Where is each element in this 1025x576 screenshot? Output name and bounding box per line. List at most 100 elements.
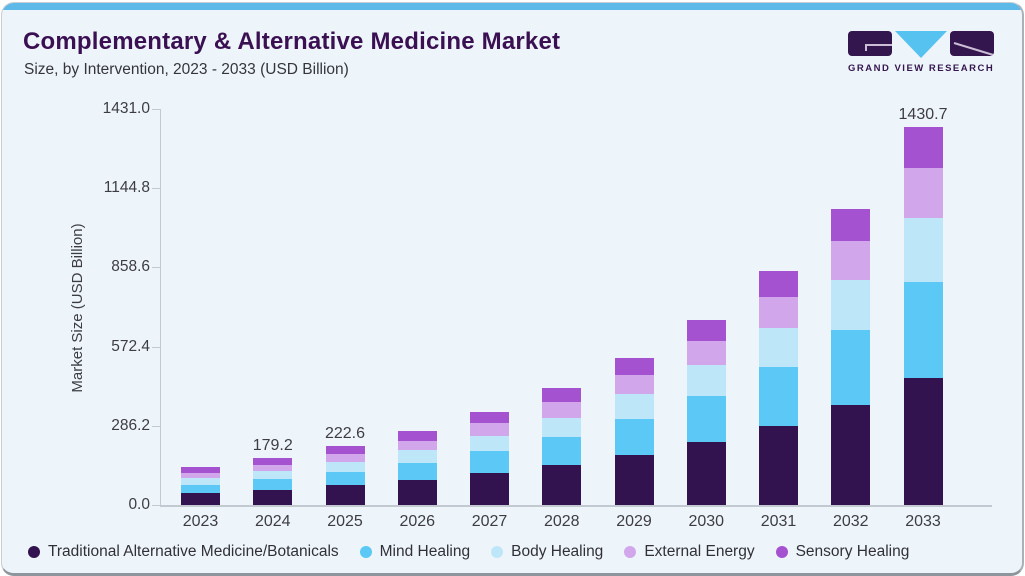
bar-2028-segment-sensory-healing — [542, 388, 582, 403]
y-tick-mark — [152, 109, 160, 110]
bar-2024-segment-external-energy — [253, 464, 293, 472]
legend-dot-body-healing-icon — [491, 546, 504, 558]
bar-2024-segment-sensory-healing — [253, 457, 293, 465]
bar-2032-segment-sensory-healing — [831, 209, 871, 242]
bar-2025-segment-mind-healing — [325, 471, 365, 486]
legend-label: Body Healing — [511, 543, 604, 560]
bar-2032-segment-body-healing — [831, 279, 871, 331]
bar-2028-segment-mind-healing — [542, 437, 582, 466]
bar-2033-segment-body-healing — [903, 217, 943, 282]
bar-2026-segment-traditional-alternative-medicine-botanicals — [397, 479, 437, 505]
y-tick-mark — [152, 505, 160, 506]
legend-label: Sensory Healing — [795, 543, 910, 560]
y-axis-line — [160, 109, 161, 505]
bar-2032-segment-traditional-alternative-medicine-botanicals — [831, 405, 871, 505]
legend-label: Mind Healing — [379, 543, 471, 560]
bar-2026-segment-body-healing — [397, 450, 437, 463]
bar-2030-segment-traditional-alternative-medicine-botanicals — [686, 442, 726, 505]
legend-dot-traditional-alternative-medicine-botanicals-icon — [28, 546, 40, 558]
legend-dot-sensory-healing-icon — [775, 546, 788, 558]
bar-2032-segment-external-energy — [831, 241, 871, 280]
logo-glyphs — [848, 31, 994, 58]
y-tick-mark — [152, 267, 160, 269]
bar-2033-segment-mind-healing — [903, 281, 943, 379]
bar-2025-segment-body-healing — [325, 462, 365, 472]
y-tick-label: 0.0 — [128, 496, 150, 513]
y-tick-label: 1144.8 — [103, 179, 150, 197]
x-axis-line — [160, 505, 992, 507]
x-tick-label-2025: 2025 — [327, 513, 363, 530]
logo-g-icon — [848, 31, 892, 56]
x-tick-label-2026: 2026 — [399, 513, 436, 530]
legend-label: Traditional Alternative Medicine/Botanic… — [48, 543, 339, 560]
bar-2028-segment-external-energy — [542, 402, 582, 418]
legend-dot-external-energy-icon — [624, 546, 637, 558]
bar-2030-segment-body-healing — [686, 364, 726, 397]
logo-wordmark: GRAND VIEW RESEARCH — [848, 63, 995, 74]
x-tick-label-2033: 2033 — [905, 513, 941, 530]
x-tick-label-2031: 2031 — [760, 513, 797, 530]
bar-2024-segment-body-healing — [253, 471, 293, 480]
y-tick-label: 286.2 — [111, 416, 150, 434]
bar-2027-segment-body-healing — [470, 435, 509, 452]
bar-2026-segment-mind-healing — [397, 462, 437, 480]
bar-2030-segment-sensory-healing — [686, 320, 726, 341]
bar-2026-segment-external-energy — [397, 440, 437, 451]
y-tick-label: 572.4 — [111, 337, 150, 355]
legend-item-sensory-healing: Sensory Healing — [775, 543, 910, 561]
bar-2031-segment-traditional-alternative-medicine-botanicals — [759, 426, 798, 505]
bar-total-label-2033: 1430.7 — [898, 106, 948, 123]
legend-dot-mind-healing-icon — [359, 546, 372, 558]
bar-2031-segment-body-healing — [759, 327, 798, 368]
x-tick-label-2030: 2030 — [688, 513, 725, 530]
bar-2029-segment-external-energy — [614, 375, 654, 395]
bar-2029-segment-traditional-alternative-medicine-botanicals — [614, 454, 654, 505]
y-tick-mark — [152, 346, 160, 348]
bar-2027-segment-traditional-alternative-medicine-botanicals — [470, 473, 509, 505]
logo-r-icon — [950, 31, 994, 56]
x-tick-label-2032: 2032 — [832, 513, 869, 530]
bar-2027-segment-mind-healing — [470, 451, 509, 474]
bar-2031-segment-sensory-healing — [759, 271, 798, 298]
bar-2023-segment-sensory-healing — [181, 466, 220, 474]
bar-2029-segment-mind-healing — [614, 418, 654, 455]
bar-2031-segment-mind-healing — [759, 367, 798, 426]
chart-title: Complementary & Alternative Medicine Mar… — [23, 28, 561, 55]
y-tick-mark — [152, 425, 160, 427]
legend-item-external-energy: External Energy — [624, 543, 755, 561]
bar-2033-segment-traditional-alternative-medicine-botanicals — [903, 378, 943, 505]
bar-2031-segment-external-energy — [759, 297, 798, 328]
bar-2027-segment-sensory-healing — [470, 411, 509, 424]
x-tick-label-2023: 2023 — [182, 513, 219, 530]
y-tick-label: 1431.0 — [102, 100, 150, 117]
bar-2033-segment-sensory-healing — [903, 127, 943, 169]
bar-2030-segment-external-energy — [686, 340, 726, 365]
bar-2029-segment-body-healing — [614, 394, 654, 419]
bar-total-label-2025: 222.6 — [324, 425, 366, 443]
bar-2023-segment-traditional-alternative-medicine-botanicals — [181, 492, 220, 505]
legend-label: External Energy — [644, 543, 755, 560]
logo-v-triangle-icon — [895, 31, 947, 58]
bar-total-label-2024: 179.2 — [252, 436, 293, 454]
legend-item-body-healing: Body Healing — [491, 543, 603, 561]
bar-2026-segment-sensory-healing — [397, 430, 437, 441]
x-tick-label-2029: 2029 — [616, 513, 652, 530]
bar-2025-segment-traditional-alternative-medicine-botanicals — [325, 485, 365, 505]
bar-2032-segment-mind-healing — [831, 330, 871, 406]
x-tick-label-2028: 2028 — [543, 513, 580, 530]
legend-item-mind-healing: Mind Healing — [359, 543, 471, 561]
bar-2028-segment-body-healing — [542, 417, 582, 438]
bar-2024-segment-traditional-alternative-medicine-botanicals — [253, 489, 293, 505]
bar-2033-segment-external-energy — [903, 168, 943, 218]
bar-2024-segment-mind-healing — [253, 479, 293, 490]
bar-2029-segment-sensory-healing — [614, 358, 654, 375]
bar-2027-segment-external-energy — [470, 423, 509, 436]
x-tick-label-2027: 2027 — [471, 513, 508, 530]
plot-area: Market Size (USD Billion) 1431.0 1144.8 85… — [2, 3, 1022, 573]
x-tick-label-2024: 2024 — [254, 513, 291, 530]
bar-2023-segment-body-healing — [181, 478, 220, 485]
card-top-accent-bar — [2, 3, 1022, 10]
bar-2028-segment-traditional-alternative-medicine-botanicals — [542, 465, 582, 505]
bar-2023-segment-mind-healing — [181, 484, 220, 493]
